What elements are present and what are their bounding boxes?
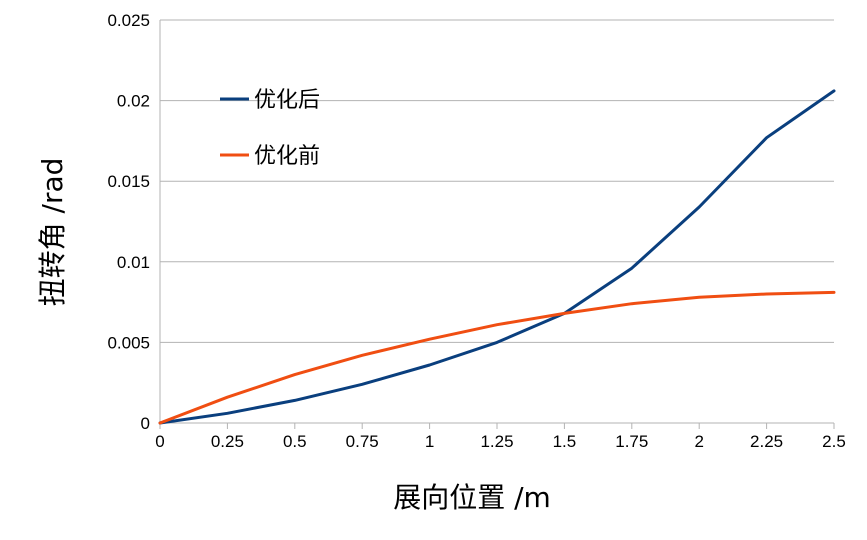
x-tick-label: 1.75 (615, 432, 648, 451)
x-tick-label: 0.5 (283, 432, 307, 451)
y-tick-label: 0 (141, 414, 150, 433)
legend-label: 优化前 (254, 144, 320, 169)
x-tick-label: 1.25 (480, 432, 513, 451)
y-tick-label: 0.025 (107, 11, 150, 30)
x-tick-label: 0.25 (211, 432, 244, 451)
x-tick-labels: 0 0.25 0.5 0.75 1 1.25 1.5 1.75 2 2.25 2.5 (155, 432, 846, 451)
x-tick-label: 2.25 (750, 432, 783, 451)
y-tick-labels: 0 0.005 0.01 0.015 0.02 0.025 (107, 11, 150, 433)
legend-label: 优化后 (254, 88, 320, 113)
y-tick-label: 0.02 (117, 92, 150, 111)
series-line-0 (158, 89, 836, 425)
series-lines (158, 89, 836, 425)
x-tick-label: 1 (425, 432, 434, 451)
x-tick-label: 2.5 (822, 432, 846, 451)
x-axis-label: 展向位置 /m (393, 481, 551, 514)
x-tick-label: 1.5 (553, 432, 577, 451)
y-axis-label: 扭转角 /rad (36, 158, 69, 307)
y-tick-label: 0.005 (107, 333, 150, 352)
grid-lines (160, 19, 834, 343)
x-tick-label: 0.75 (346, 432, 379, 451)
y-tick-label: 0.015 (107, 172, 150, 191)
series-line-1 (158, 290, 836, 425)
x-tick-label: 0 (155, 432, 164, 451)
y-tick-label: 0.01 (117, 253, 150, 272)
x-tick-label: 2 (694, 432, 703, 451)
axes (159, 20, 835, 429)
